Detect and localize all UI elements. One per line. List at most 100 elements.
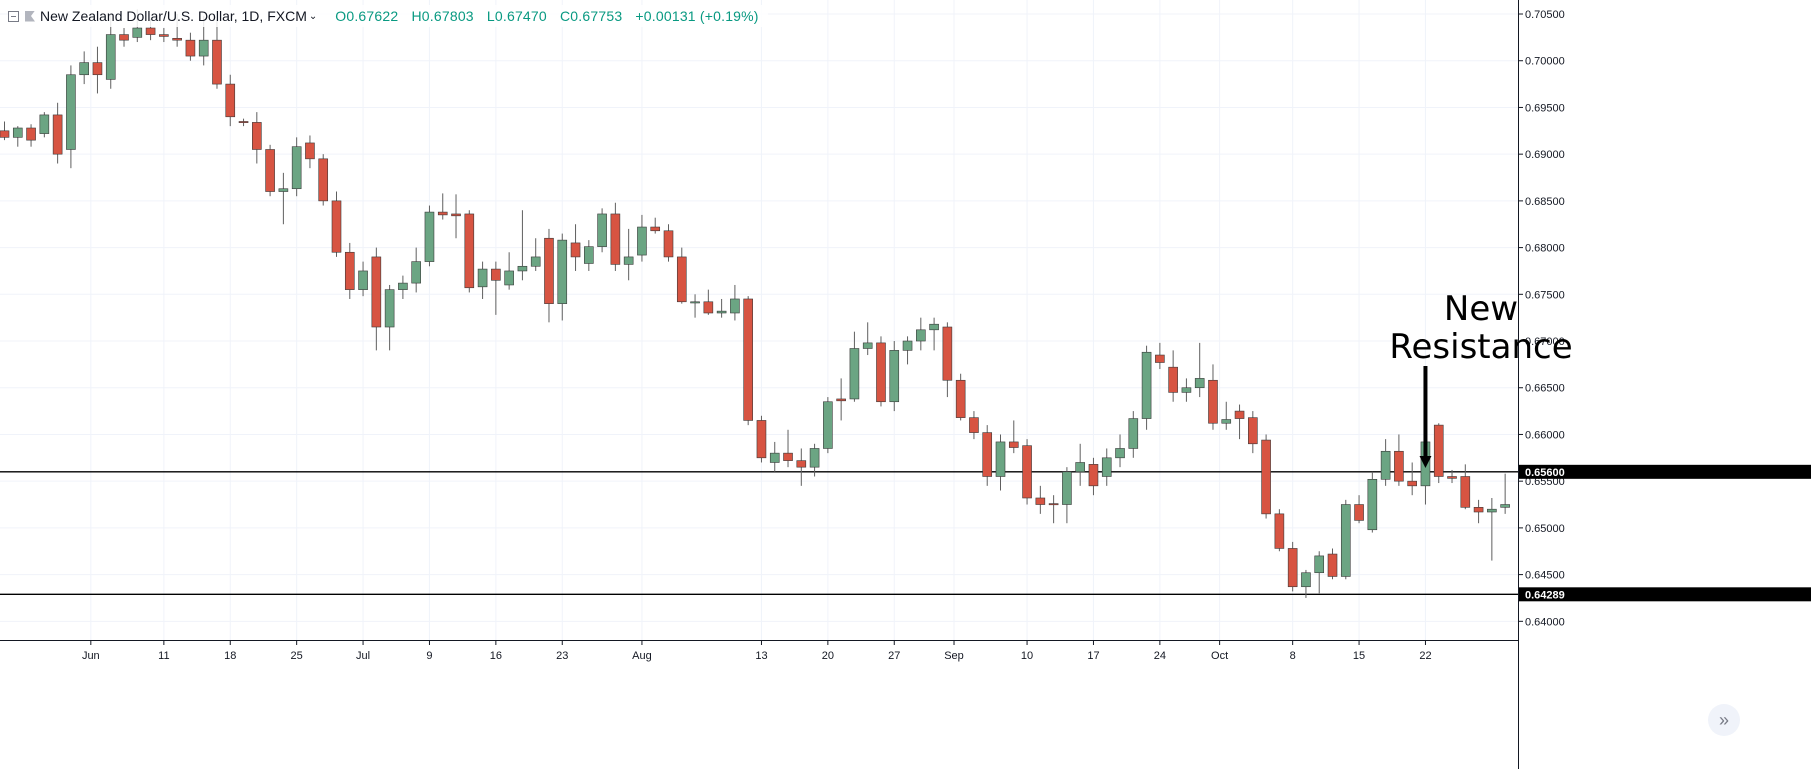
candle[interactable]	[79, 51, 89, 85]
symbol-title[interactable]: New Zealand Dollar/U.S. Dollar, 1D, FXCM	[40, 8, 307, 24]
candle[interactable]	[424, 205, 435, 267]
candle[interactable]	[464, 210, 475, 293]
candle[interactable]	[411, 247, 421, 293]
candle[interactable]	[584, 240, 594, 271]
candle[interactable]	[1407, 462, 1417, 496]
candle[interactable]	[1473, 499, 1484, 524]
candle[interactable]	[1327, 548, 1338, 580]
candle[interactable]	[756, 415, 767, 463]
candle[interactable]	[982, 425, 993, 486]
candle[interactable]	[769, 441, 780, 472]
candle[interactable]	[1048, 495, 1059, 524]
candle[interactable]	[1367, 471, 1378, 533]
candle[interactable]	[358, 261, 368, 297]
candle[interactable]	[862, 322, 873, 356]
scroll-to-latest-button[interactable]: »	[1708, 704, 1740, 736]
candle[interactable]	[344, 242, 355, 299]
candle[interactable]	[265, 144, 275, 197]
candle[interactable]	[1234, 404, 1245, 440]
candle[interactable]	[504, 252, 514, 290]
candle[interactable]	[876, 336, 886, 407]
candle[interactable]	[437, 193, 448, 220]
candle[interactable]	[836, 378, 846, 421]
candle[interactable]	[663, 224, 674, 262]
candle[interactable]	[716, 298, 727, 318]
candle[interactable]	[650, 217, 661, 234]
candle[interactable]	[530, 238, 541, 271]
candle[interactable]	[730, 284, 740, 321]
candle[interactable]	[929, 317, 939, 351]
candle[interactable]	[1354, 495, 1364, 524]
candle[interactable]	[1181, 378, 1192, 402]
candle[interactable]	[796, 448, 807, 486]
candle[interactable]	[1301, 569, 1311, 598]
candle[interactable]	[52, 102, 63, 164]
candle[interactable]	[743, 296, 753, 426]
candle[interactable]	[1447, 469, 1457, 484]
candle[interactable]	[610, 202, 621, 271]
candle[interactable]	[0, 121, 10, 141]
candle[interactable]	[1075, 443, 1085, 486]
candle[interactable]	[291, 137, 302, 197]
candle[interactable]	[676, 247, 687, 304]
candle[interactable]	[823, 397, 833, 454]
candle[interactable]	[238, 118, 249, 127]
candle[interactable]	[1168, 350, 1178, 402]
candle[interactable]	[1433, 423, 1444, 484]
candle[interactable]	[1380, 439, 1391, 486]
candle[interactable]	[212, 18, 222, 89]
candle[interactable]	[889, 341, 900, 412]
candle[interactable]	[955, 373, 966, 421]
candle[interactable]	[902, 336, 913, 365]
candle[interactable]	[331, 191, 342, 257]
candle[interactable]	[969, 411, 979, 440]
candle[interactable]	[92, 46, 103, 94]
candle[interactable]	[703, 289, 714, 315]
candle[interactable]	[517, 210, 528, 281]
candle[interactable]	[597, 208, 607, 253]
candle[interactable]	[1221, 401, 1232, 430]
candle[interactable]	[995, 434, 1006, 491]
candle[interactable]	[26, 124, 36, 147]
candle[interactable]	[1194, 342, 1205, 398]
candle[interactable]	[305, 135, 315, 169]
candle[interactable]	[690, 294, 700, 318]
candle[interactable]	[491, 261, 501, 315]
candle[interactable]	[119, 28, 129, 47]
candle[interactable]	[1208, 364, 1218, 430]
candle[interactable]	[185, 32, 196, 61]
chevron-down-icon[interactable]: ⌄	[308, 10, 318, 22]
candle[interactable]	[1460, 464, 1471, 510]
candle[interactable]	[318, 154, 329, 206]
candle[interactable]	[1261, 434, 1271, 519]
candle[interactable]	[557, 233, 568, 321]
candle[interactable]	[623, 228, 634, 281]
candle[interactable]	[1500, 473, 1510, 514]
candle[interactable]	[384, 284, 395, 351]
candle[interactable]	[1487, 497, 1497, 561]
candle[interactable]	[66, 65, 76, 169]
candle[interactable]	[12, 126, 23, 147]
candle[interactable]	[1340, 499, 1351, 580]
candle[interactable]	[1008, 420, 1019, 454]
candle[interactable]	[278, 172, 289, 225]
collapse-legend-icon[interactable]	[8, 10, 19, 22]
candle[interactable]	[39, 112, 50, 138]
candle[interactable]	[1035, 485, 1046, 514]
candle[interactable]	[1248, 411, 1258, 454]
candle[interactable]	[477, 261, 488, 299]
candle[interactable]	[451, 194, 461, 239]
candle[interactable]	[159, 28, 169, 43]
candle[interactable]	[1314, 551, 1325, 594]
candle[interactable]	[1128, 411, 1139, 458]
candle[interactable]	[252, 112, 262, 164]
candle[interactable]	[1101, 448, 1112, 486]
candle[interactable]	[1115, 434, 1125, 468]
candle[interactable]	[1062, 467, 1072, 524]
candle[interactable]	[570, 224, 581, 271]
candle[interactable]	[1394, 434, 1404, 486]
candle[interactable]	[371, 247, 382, 351]
candle[interactable]	[225, 74, 236, 127]
candle[interactable]	[1155, 342, 1165, 370]
